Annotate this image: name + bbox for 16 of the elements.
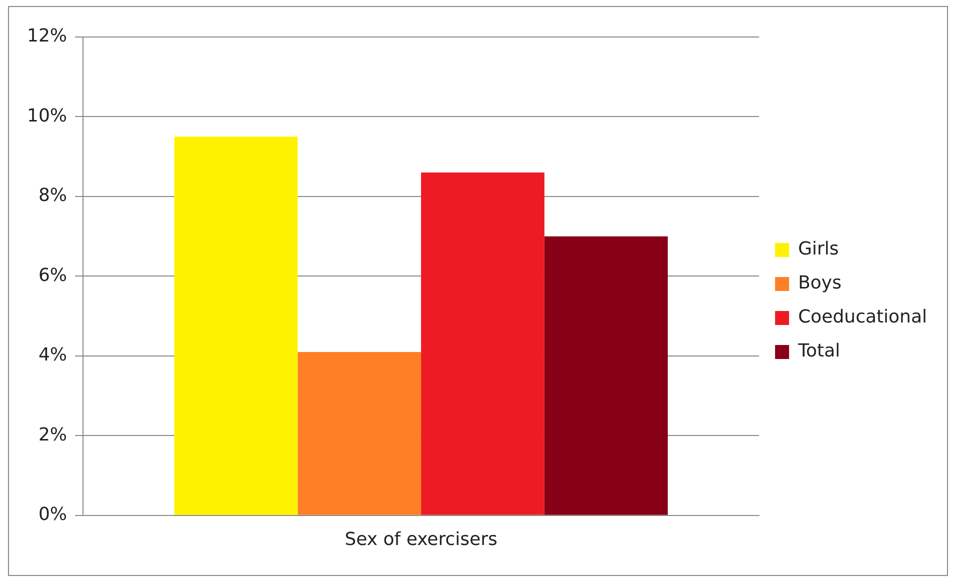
y-tick-label: 12% [26,26,68,47]
y-tick-label: 8% [38,185,68,206]
bar [298,352,422,515]
x-tick-label: Sex of exercisers [344,528,498,550]
bar [421,172,544,515]
y-tick-label: 0% [38,504,68,526]
bar [174,136,298,515]
y-tick-label: 4% [38,344,68,366]
legend-label: Coeducational [798,306,928,328]
y-tick-label: 10% [26,105,68,126]
y-tick-label: 2% [38,424,68,446]
bar [544,236,668,515]
legend-label: Girls [798,238,839,260]
legend-label: Total [797,340,840,362]
legend-label: Boys [798,272,842,294]
y-tick-label: 6% [38,264,68,286]
